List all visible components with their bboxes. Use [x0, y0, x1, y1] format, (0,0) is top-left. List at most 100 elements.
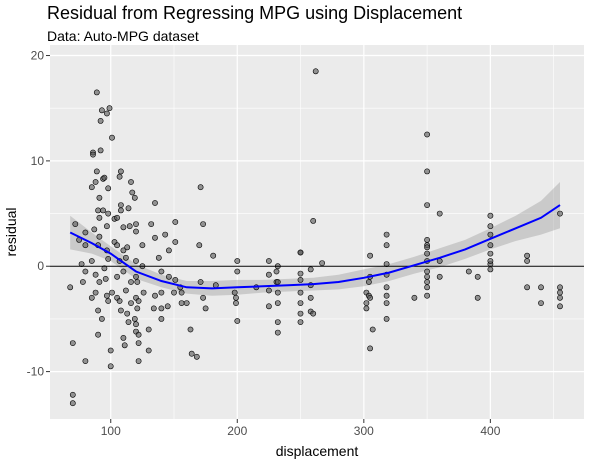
data-point: [310, 217, 317, 224]
y-tick-label: 0: [37, 259, 44, 273]
data-point: [118, 207, 124, 214]
data-point: [88, 258, 95, 264]
data-point: [114, 273, 120, 280]
data-point: [196, 242, 203, 249]
data-point: [383, 284, 390, 291]
data-point: [178, 300, 185, 306]
data-point: [92, 289, 99, 296]
data-point: [152, 292, 158, 299]
data-point: [424, 292, 430, 299]
data-point: [183, 300, 190, 306]
data-point: [367, 294, 373, 301]
x-axis-title: displacement: [276, 443, 359, 459]
data-point: [274, 279, 281, 285]
data-point: [82, 229, 89, 236]
data-point: [424, 284, 430, 291]
data-point: [178, 289, 185, 296]
data-point: [234, 318, 241, 324]
data-point: [197, 184, 204, 191]
plot-panel: [50, 45, 584, 419]
data-point: [538, 300, 544, 306]
data-point: [133, 228, 139, 235]
data-point: [233, 294, 239, 301]
smooth-line-group: [69, 204, 561, 290]
data-point: [233, 300, 239, 306]
data-point: [69, 391, 76, 398]
data-point: [367, 252, 373, 259]
data-point: [139, 242, 146, 249]
data-point: [234, 258, 241, 264]
data-point: [297, 319, 304, 325]
y-axis-title: residual: [3, 207, 19, 256]
data-point: [557, 294, 563, 301]
data-point: [148, 221, 155, 227]
data-point: [133, 221, 139, 227]
data-point: [88, 294, 95, 301]
data-point: [158, 268, 165, 275]
data-point: [487, 242, 494, 249]
data-point: [134, 279, 141, 285]
chart-title: Residual from Regressing MPG using Displ…: [47, 3, 462, 23]
data-point: [121, 342, 128, 349]
data-point: [95, 331, 101, 338]
data-point: [424, 202, 430, 208]
data-point: [69, 340, 76, 346]
data-point: [297, 310, 304, 317]
data-point: [524, 258, 530, 264]
data-point: [383, 292, 390, 299]
data-point: [118, 168, 124, 175]
data-point: [487, 231, 494, 238]
data-point: [487, 223, 494, 230]
data-point: [265, 303, 272, 310]
data-point: [424, 168, 430, 175]
data-point: [124, 244, 131, 251]
data-point: [124, 310, 131, 317]
data-point: [101, 265, 108, 272]
data-point: [126, 223, 133, 230]
data-point: [152, 234, 158, 241]
x-tick-label: 100: [101, 424, 121, 438]
data-point: [96, 214, 103, 221]
data-point: [165, 273, 172, 280]
data-point: [131, 194, 138, 201]
data-point: [319, 260, 325, 266]
data-point: [274, 329, 281, 336]
data-point: [538, 284, 544, 291]
data-point: [363, 305, 370, 312]
data-point: [96, 233, 103, 240]
data-point: [487, 250, 494, 257]
data-point: [152, 200, 158, 206]
data-point: [557, 210, 563, 217]
data-point: [172, 276, 179, 283]
data-point: [297, 289, 304, 296]
data-point: [95, 307, 101, 314]
data-point: [104, 223, 110, 230]
data-point: [171, 289, 177, 296]
smooth-line: [69, 204, 561, 290]
data-point: [114, 242, 120, 249]
data-point: [162, 231, 169, 238]
data-point: [424, 131, 430, 138]
data-point: [99, 315, 105, 322]
data-point: [102, 275, 109, 282]
data-point: [187, 326, 194, 333]
data-point: [93, 89, 100, 96]
data-point: [109, 289, 115, 296]
data-point: [312, 68, 319, 75]
data-point: [234, 268, 241, 275]
data-point: [155, 254, 162, 261]
data-point: [310, 310, 317, 317]
data-point: [116, 173, 123, 180]
data-point: [107, 347, 114, 354]
data-point: [97, 118, 104, 124]
data-point: [383, 242, 390, 249]
data-point: [104, 292, 110, 299]
data-point: [231, 289, 238, 296]
data-point: [436, 210, 443, 217]
data-point: [297, 300, 304, 306]
data-point: [92, 271, 99, 278]
data-point: [105, 185, 112, 192]
data-point: [465, 268, 472, 275]
data-point: [424, 250, 430, 257]
data-point: [172, 219, 179, 225]
